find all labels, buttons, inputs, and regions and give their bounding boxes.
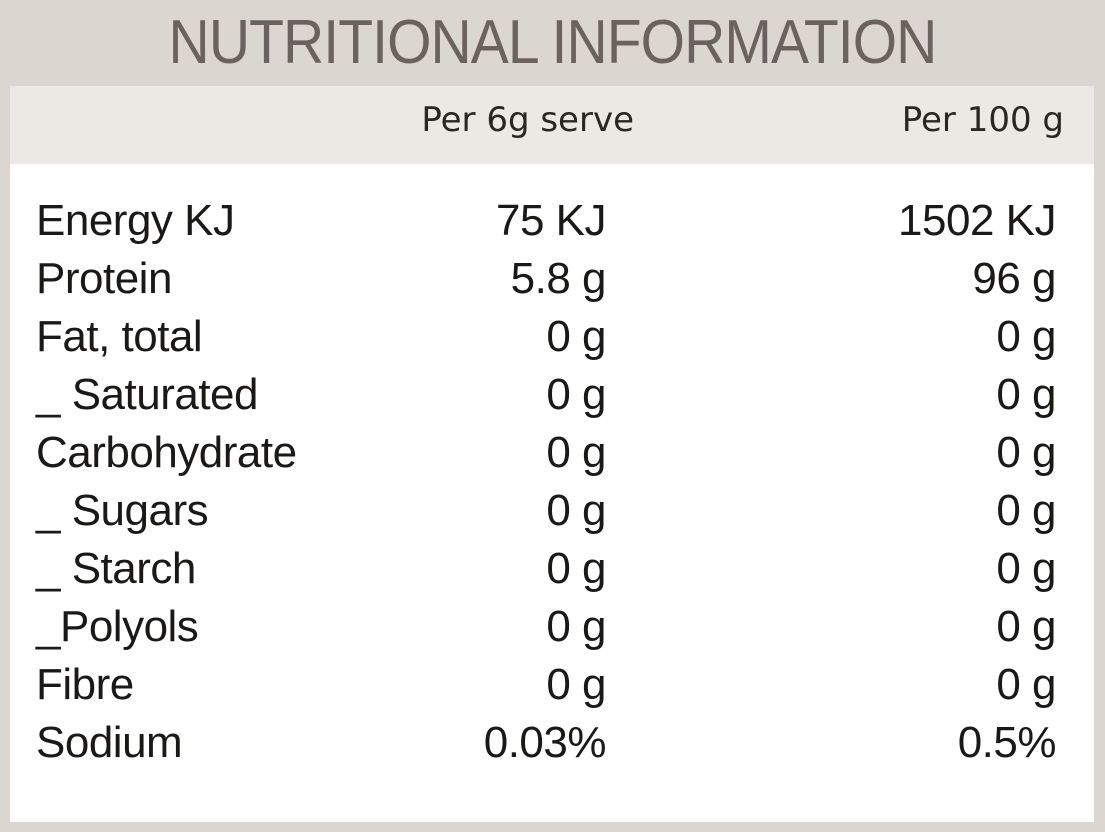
row-value-per-serve: 0 g	[546, 544, 606, 593]
table-row-fat-total: Fat, total 0 g 0 g	[10, 308, 1094, 366]
row-label: Protein	[36, 254, 172, 303]
row-label: Carbohydrate	[36, 428, 297, 477]
table-row-starch: _ Starch 0 g 0 g	[10, 540, 1094, 598]
row-value-per-serve: 0.03%	[483, 718, 607, 767]
nutrition-table: Per 6g serve Per 100 g Energy KJ 75 KJ 1…	[10, 86, 1094, 822]
panel-title: NUTRITIONAL INFORMATION	[168, 8, 938, 77]
row-value-per-serve: 0 g	[546, 486, 606, 535]
row-value-per-serve: 5.8 g	[510, 254, 607, 303]
row-value-per-100g: 0 g	[996, 602, 1056, 651]
row-value-per-100g: 96 g	[972, 254, 1056, 303]
row-value-per-serve: 0 g	[546, 602, 606, 651]
row-value-per-serve: 75 KJ	[495, 196, 607, 245]
table-row-saturated: _ Saturated 0 g 0 g	[10, 366, 1094, 424]
row-label: _Polyols	[36, 602, 199, 651]
row-value-per-100g: 0.5%	[957, 718, 1057, 767]
row-label: _ Sugars	[36, 486, 209, 535]
column-header-per-serve: Per 6g serve	[421, 100, 634, 140]
row-value-per-100g: 0 g	[996, 544, 1056, 593]
row-value-per-serve: 0 g	[546, 660, 606, 709]
row-value-per-serve: 0 g	[546, 428, 606, 477]
table-row-carbohydrate: Carbohydrate 0 g 0 g	[10, 424, 1094, 482]
row-value-per-serve: 0 g	[546, 370, 606, 419]
row-label: Fibre	[36, 660, 134, 709]
row-value-per-100g: 0 g	[996, 370, 1056, 419]
column-header-per-100g: Per 100 g	[901, 100, 1064, 140]
table-row-polyols: _Polyols 0 g 0 g	[10, 598, 1094, 656]
table-row-fibre: Fibre 0 g 0 g	[10, 656, 1094, 714]
row-value-per-100g: 0 g	[996, 486, 1056, 535]
row-value-per-100g: 0 g	[996, 428, 1056, 477]
table-row-energy: Energy KJ 75 KJ 1502 KJ	[10, 192, 1094, 250]
row-value-per-100g: 1502 KJ	[898, 196, 1056, 245]
table-body: Energy KJ 75 KJ 1502 KJ Protein 5.8 g 96…	[10, 192, 1094, 772]
table-row-sugars: _ Sugars 0 g 0 g	[10, 482, 1094, 540]
table-row-sodium: Sodium 0.03% 0.5%	[10, 714, 1094, 772]
table-header: Per 6g serve Per 100 g	[10, 86, 1094, 164]
row-value-per-100g: 0 g	[996, 660, 1056, 709]
row-label: Fat, total	[36, 312, 203, 361]
row-value-per-serve: 0 g	[546, 312, 606, 361]
row-label: _ Saturated	[36, 370, 259, 419]
table-row-protein: Protein 5.8 g 96 g	[10, 250, 1094, 308]
row-label: Energy KJ	[36, 196, 235, 245]
row-label: _ Starch	[36, 544, 196, 593]
row-label: Sodium	[36, 718, 183, 767]
row-value-per-100g: 0 g	[996, 312, 1056, 361]
